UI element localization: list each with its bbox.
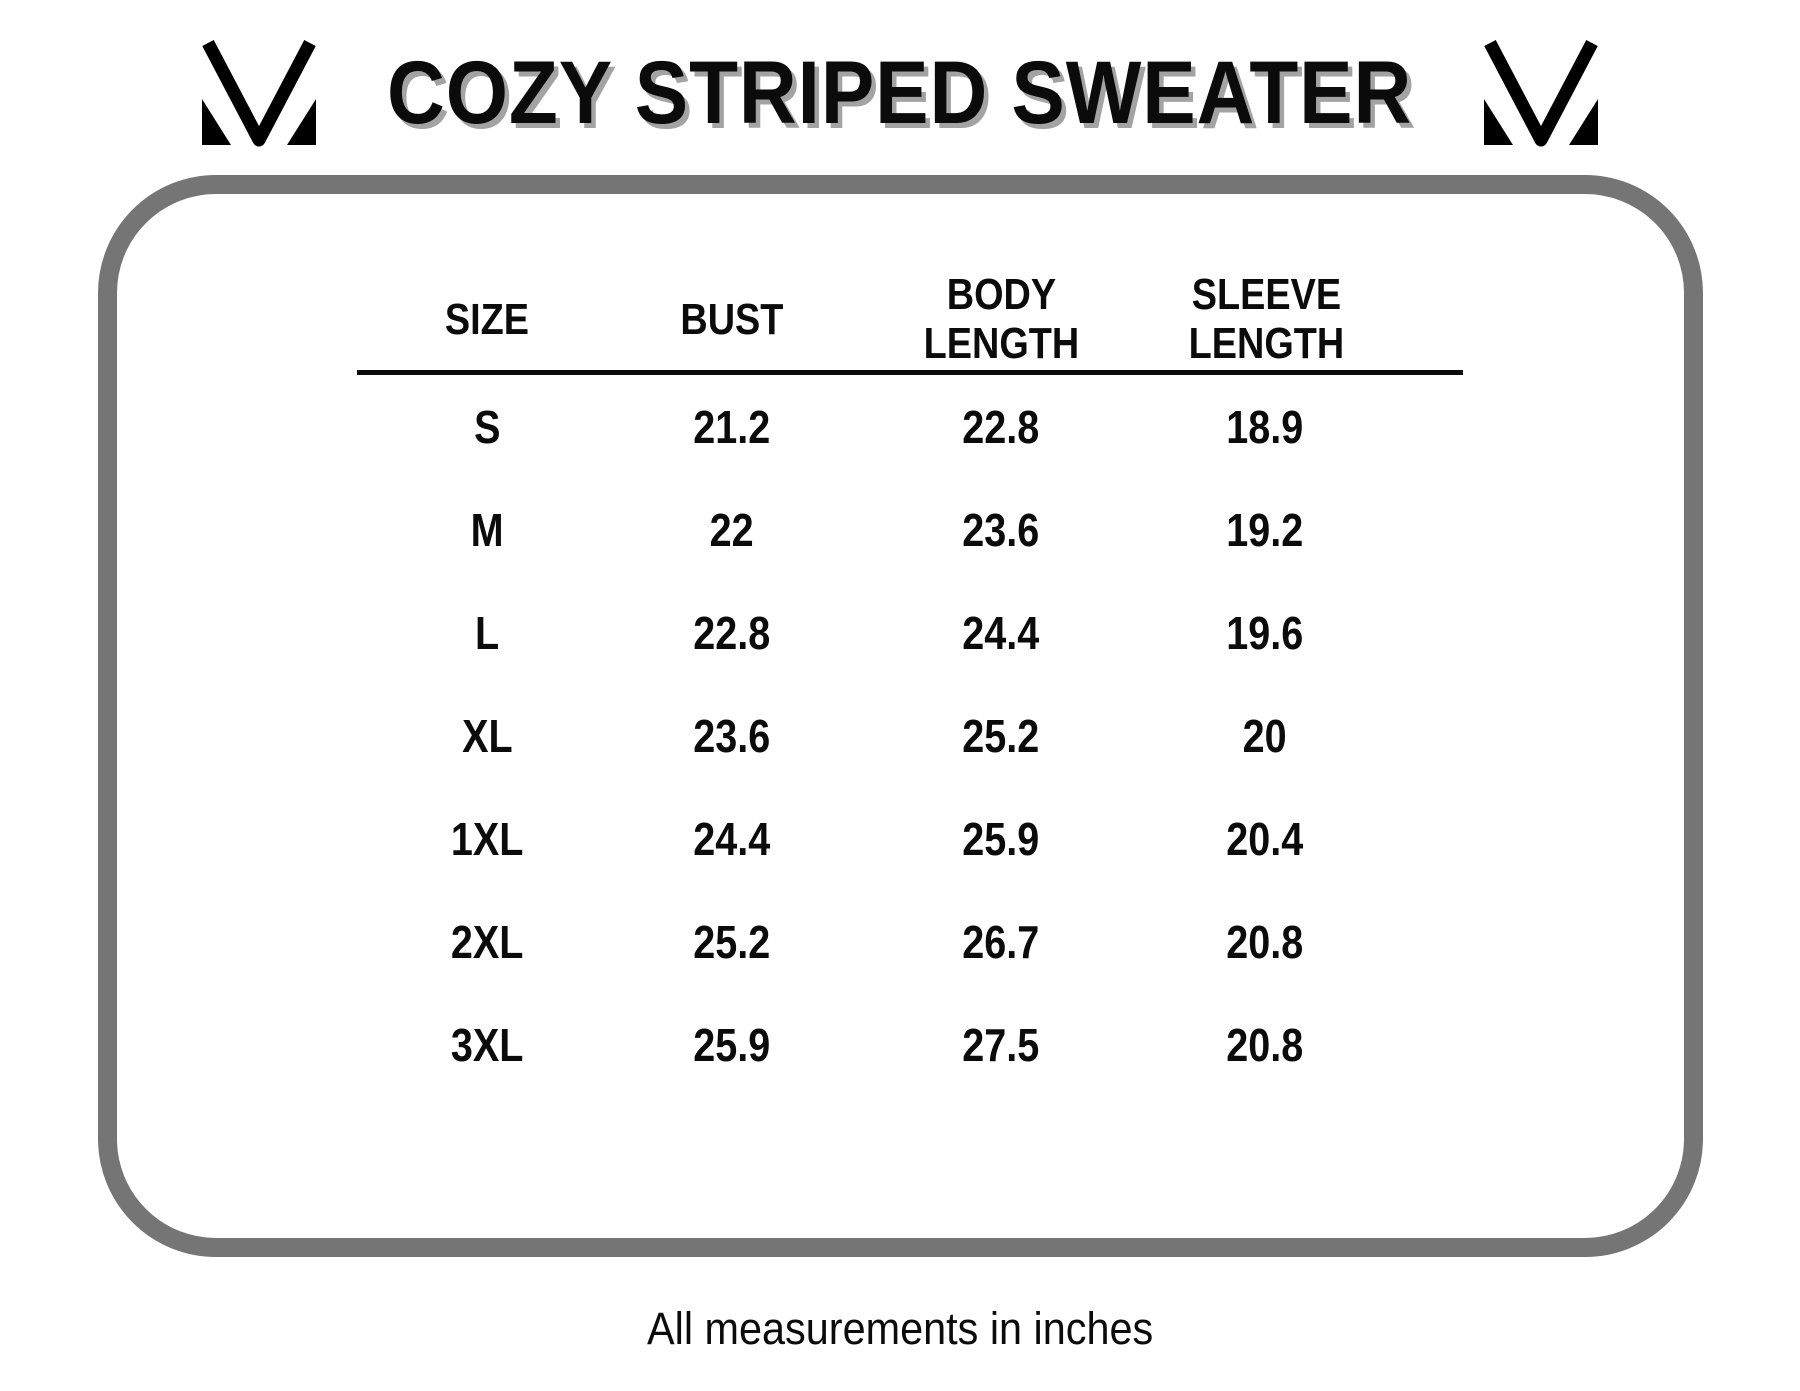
table-row-s: S 21.2 22.8 18.9 [337,375,1463,478]
sleeve-length-value: 19.6 [1226,606,1304,659]
bust-cell: 22 [637,503,826,557]
m-monogram-icon [1483,39,1598,147]
body-length-cell: 26.7 [826,915,1176,969]
size-chart-panel [98,175,1703,1257]
body-length-cell: 22.8 [826,400,1176,454]
column-header-label: SIZE [444,294,530,344]
size-table: SIZE BUST BODY LENGTH SLEEVE LENGTH S 21… [337,268,1463,1096]
sleeve-length-value: 20.4 [1226,812,1304,865]
sleeve-length-cell: 19.6 [1176,606,1354,660]
body-length-cell: 25.9 [826,812,1176,866]
size-value: S [473,400,501,453]
table-row-3xl: 3XL 25.9 27.5 20.8 [337,993,1463,1096]
table-row-xl: XL 23.6 25.2 20 [337,684,1463,787]
column-header-label: SLEEVE LENGTH [1188,270,1345,368]
body-length-cell: 25.2 [826,709,1176,763]
sleeve-length-cell: 19.2 [1176,503,1354,557]
brand-logo-left [200,37,318,147]
bust-value: 25.2 [693,915,770,968]
sleeve-length-value: 20.8 [1226,1018,1304,1071]
page-title: COZY STRIPED SWEATER [387,41,1413,142]
bust-value: 24.4 [693,812,770,865]
bust-value: 22.8 [693,606,770,659]
measurements-note: All measurements in inches [646,1303,1154,1354]
table-row-1xl: 1XL 24.4 25.9 20.4 [337,787,1463,890]
body-length-value: 22.8 [962,400,1040,453]
size-value: L [474,606,500,659]
column-header-size: SIZE [337,295,637,344]
footer-note: All measurements in inches [0,1303,1800,1355]
sleeve-length-cell: 18.9 [1176,400,1354,454]
size-label: 2XL [337,915,637,969]
bust-value: 22 [709,503,754,556]
body-length-value: 27.5 [962,1018,1040,1071]
body-length-value: 25.2 [962,709,1040,762]
sleeve-length-value: 18.9 [1226,400,1304,453]
column-header-bust: BUST [637,295,826,344]
column-header-sleeve-length: SLEEVE LENGTH [1176,270,1354,368]
table-row-2xl: 2XL 25.2 26.7 20.8 [337,890,1463,993]
size-value: XL [461,709,513,762]
body-length-value: 24.4 [962,606,1040,659]
size-label: 1XL [337,812,637,866]
bust-value: 21.2 [693,400,770,453]
table-row-l: L 22.8 24.4 19.6 [337,581,1463,684]
bust-cell: 23.6 [637,709,826,763]
bust-cell: 22.8 [637,606,826,660]
column-header-label: BUST [679,294,784,344]
size-label: S [337,400,637,454]
sleeve-length-value: 20.8 [1226,915,1304,968]
bust-cell: 24.4 [637,812,826,866]
size-label: XL [337,709,637,763]
sleeve-length-value: 20 [1242,709,1287,762]
header-divider-line [357,370,1463,375]
sleeve-length-cell: 20.4 [1176,812,1354,866]
table-header-row: SIZE BUST BODY LENGTH SLEEVE LENGTH [337,268,1463,370]
size-label: 3XL [337,1018,637,1072]
header: COZY STRIPED SWEATER [0,36,1800,148]
body-length-value: 26.7 [962,915,1040,968]
body-length-value: 23.6 [962,503,1040,556]
bust-cell: 25.9 [637,1018,826,1072]
column-header-body-length: BODY LENGTH [826,270,1176,368]
column-header-label: BODY LENGTH [923,270,1079,368]
size-value: 2XL [450,915,524,968]
bust-cell: 25.2 [637,915,826,969]
size-label: L [337,606,637,660]
bust-value: 23.6 [693,709,770,762]
m-monogram-icon [202,39,317,147]
sleeve-length-value: 19.2 [1226,503,1304,556]
body-length-value: 25.9 [962,812,1040,865]
body-length-cell: 27.5 [826,1018,1176,1072]
size-label: M [337,503,637,557]
body-length-cell: 24.4 [826,606,1176,660]
body-length-cell: 23.6 [826,503,1176,557]
table-row-m: M 22 23.6 19.2 [337,478,1463,581]
sleeve-length-cell: 20.8 [1176,915,1354,969]
sleeve-length-cell: 20.8 [1176,1018,1354,1072]
size-value: 3XL [450,1018,524,1071]
bust-value: 25.9 [693,1018,770,1071]
sleeve-length-cell: 20 [1176,709,1354,763]
bust-cell: 21.2 [637,400,826,454]
size-value: M [470,503,504,556]
size-value: 1XL [450,812,524,865]
brand-logo-right [1482,37,1600,147]
